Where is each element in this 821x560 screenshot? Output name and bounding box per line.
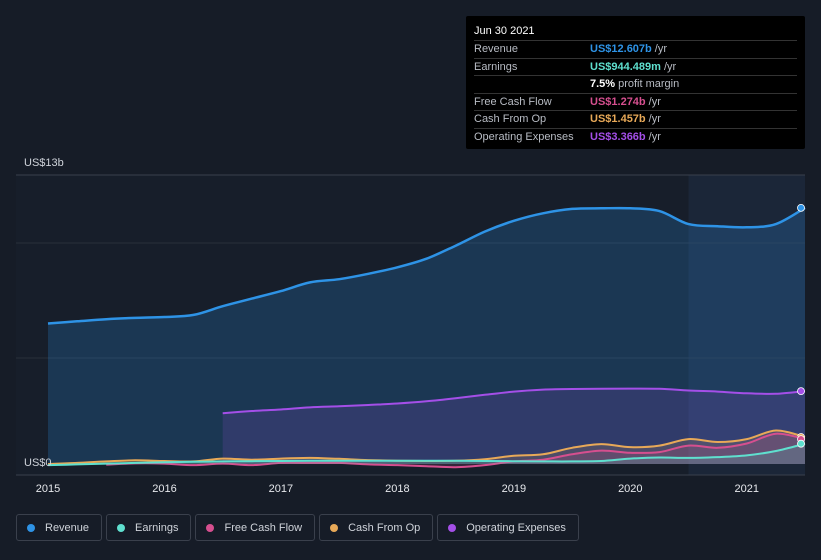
earnings-end-marker[interactable] (797, 439, 805, 448)
tooltip-row-label: Revenue (474, 43, 519, 55)
x-tick-label: 2020 (618, 483, 642, 495)
y-axis-bottom-label: US$0 (24, 457, 52, 469)
legend-item-free-cash-flow[interactable]: Free Cash Flow (195, 514, 316, 541)
tooltip-row-label: Operating Expenses (474, 130, 574, 143)
tooltip-row: Earnings US$944.489m/yr (474, 59, 797, 76)
tooltip-row-value: US$1.457b (590, 113, 646, 125)
legend: Revenue Earnings Free Cash Flow Cash From O… (16, 514, 579, 541)
plot-background (16, 175, 805, 475)
legend-label: Operating Expenses (466, 521, 566, 534)
cash-from-op-area (48, 430, 805, 464)
tooltip-row-label: Free Cash Flow (474, 95, 552, 108)
tooltip-row-label (474, 76, 590, 93)
operating-expenses-line (222, 387, 806, 415)
tooltip-row-label: Cash From Op (474, 113, 547, 125)
legend-item-earnings[interactable]: Earnings (106, 514, 192, 541)
legend-dot-icon (117, 523, 126, 532)
revenue-line (47, 206, 806, 325)
legend-label: Earnings (135, 521, 179, 534)
x-tick-label: 2015 (36, 483, 60, 495)
legend-dot-icon (27, 523, 35, 532)
tooltip-date: Jun 30 2021 (474, 22, 797, 41)
tooltip-row-label: Earnings (474, 60, 518, 73)
tooltip-row: Cash From Op US$1.457b/yr (474, 111, 797, 129)
x-tick-label: 2019 (502, 483, 526, 495)
tooltip-row-value: US$3.366b (590, 130, 646, 143)
legend-dot-icon (448, 523, 457, 532)
legend-label: Cash From Op (348, 521, 421, 534)
data-tooltip: Jun 30 2021 Revenue US$12.607b/yr Earnings… (466, 16, 805, 149)
legend-dot-icon (330, 523, 339, 532)
x-axis: 2015 2016 2017 2018 2019 2020 2021 (36, 483, 759, 495)
tooltip-row-unit: /yr (648, 95, 661, 108)
tooltip-row: Free Cash Flow US$1.274b/yr (474, 94, 797, 111)
tooltip-row-unit: profit margin (618, 78, 680, 90)
free-cash-flow-line (106, 432, 806, 469)
tooltip-row-unit: /yr (654, 43, 667, 55)
tooltip-row-value: 7.5% (590, 78, 616, 90)
y-axis-top-label: US$13b (24, 157, 64, 169)
legend-dot-icon (206, 523, 215, 532)
tooltip-row: Operating Expenses US$3.366b/yr (474, 129, 797, 146)
tooltip-row-unit: /yr (648, 113, 661, 125)
tooltip-row: 7.5% profit margin (474, 76, 797, 94)
operating-expenses-end-marker[interactable] (797, 387, 805, 396)
tooltip-row-value: US$944.489m (590, 60, 661, 73)
x-tick-label: 2016 (152, 483, 176, 495)
x-tick-label: 2017 (269, 483, 293, 495)
tooltip-rows: Revenue US$12.607b/yr Earnings US$944.489m /… (474, 41, 797, 145)
x-tick-label: 2018 (385, 483, 409, 495)
tooltip-row-value: US$1.274b (590, 95, 646, 108)
tooltip-row: Revenue US$12.607b/yr (474, 41, 797, 59)
tooltip-row-unit: /yr (648, 130, 661, 143)
legend-label: Revenue (45, 521, 90, 534)
revenue-end-marker[interactable] (797, 203, 805, 212)
legend-item-operating-expenses[interactable]: Operating Expenses (437, 514, 579, 541)
legend-label: Free Cash Flow (224, 521, 303, 534)
x-tick-label: 2021 (735, 483, 759, 495)
series-layer (47, 203, 806, 469)
revenue-area (48, 207, 805, 464)
tooltip-row-unit: /yr (663, 60, 677, 73)
tooltip-row-value: US$12.607b (590, 43, 652, 55)
legend-item-cash-from-op[interactable]: Cash From Op (319, 514, 434, 541)
legend-item-revenue[interactable]: Revenue (16, 514, 103, 541)
earnings-line (47, 442, 806, 467)
